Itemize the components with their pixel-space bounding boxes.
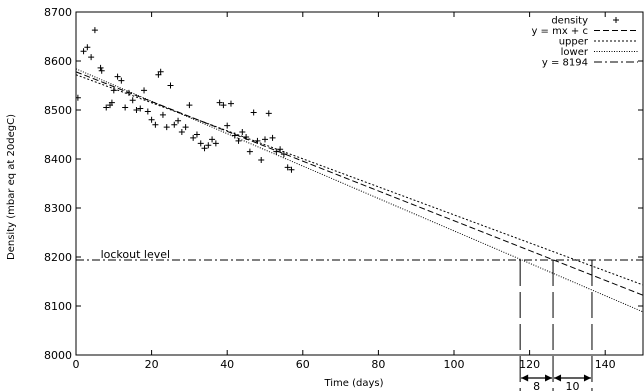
density-point [186,102,193,109]
density-point [118,77,125,84]
series-line [76,68,643,313]
density-point [262,136,268,143]
y-tick-label: 8000 [44,349,72,362]
x-tick-label: 100 [444,358,465,371]
plot-frame [75,11,644,356]
x-tick-label: 60 [296,358,310,371]
y-tick-label: 8300 [44,202,72,215]
y-tick-label: 8400 [44,153,72,166]
y-axis-label: Density (mbar eq at 20degC) [6,114,17,260]
density-point [108,99,115,106]
density-point [152,121,159,128]
density-point [84,44,91,51]
density-point [182,124,189,131]
density-point [148,116,155,123]
density-point [258,156,265,163]
density-point [209,136,216,143]
density-point [80,48,87,55]
density-point [144,108,151,115]
series-layer [76,27,643,313]
interval-arrowhead-left [521,374,529,382]
annotation-layer: lockout level 8 10 [101,248,593,391]
density-point [197,140,204,147]
legend-marker-density [613,17,619,23]
legend-label: y = mx + c [531,26,588,37]
density-point [103,104,110,111]
density-point [129,97,136,104]
density-point [122,104,129,111]
density-point [76,94,81,101]
interval-arrowhead-right [583,374,591,382]
density-point [91,27,98,34]
interval-arrowhead-left [554,374,562,382]
x-tick-label: 120 [519,358,540,371]
x-tick-label: 0 [73,358,80,371]
legend-label: upper [559,37,589,48]
density-point [216,99,223,106]
interval-label: 8 [533,380,540,391]
density-point [137,105,144,112]
density-point [250,109,257,116]
axes-layer: 0 20 40 60 80 100 120 140 8000 8100 8200 8300 8400 85… [44,6,643,371]
x-tick-label: 20 [145,358,159,371]
y-tick-label: 8600 [44,55,72,68]
density-point [193,131,200,138]
density-point [265,110,272,117]
density-point [246,148,253,155]
density-point [133,107,140,113]
interval-label: 10 [566,380,580,391]
density-point [288,166,295,173]
density-point [175,117,182,124]
density-point [235,137,242,144]
lockout-level-label: lockout level [101,248,170,261]
x-tick-label: 140 [595,358,616,371]
density-point [220,102,227,109]
x-tick-label: 40 [220,358,234,371]
legend-label: y = 8194 [542,58,588,69]
density-point [178,129,185,136]
density-point [201,145,208,152]
y-tick-label: 8200 [44,251,72,264]
plot-area [75,11,644,356]
density-point [277,146,284,153]
density-point [212,140,219,147]
y-tick-label: 8100 [44,300,72,313]
density-point [88,54,95,61]
density-point [114,73,121,80]
interval-arrowhead-right [545,374,553,382]
density-point [167,82,174,89]
density-point [224,122,231,129]
density-point [269,134,276,141]
density-point [227,100,234,107]
density-point [284,164,291,171]
density-point [205,142,212,149]
legend-label: lower [561,47,589,58]
density-point [239,129,246,136]
density-point [163,124,170,131]
density-point [141,87,148,94]
density-point [190,134,197,141]
x-tick-label: 80 [371,358,385,371]
density-point [97,64,104,71]
x-axis-label: Time (days) [323,378,383,389]
density-point [157,68,164,75]
density-point [159,111,166,118]
y-tick-label: 8700 [44,6,72,19]
y-tick-label: 8500 [44,104,72,117]
legend-label: density [551,16,588,27]
density-point [98,67,105,74]
density-point [171,121,178,128]
